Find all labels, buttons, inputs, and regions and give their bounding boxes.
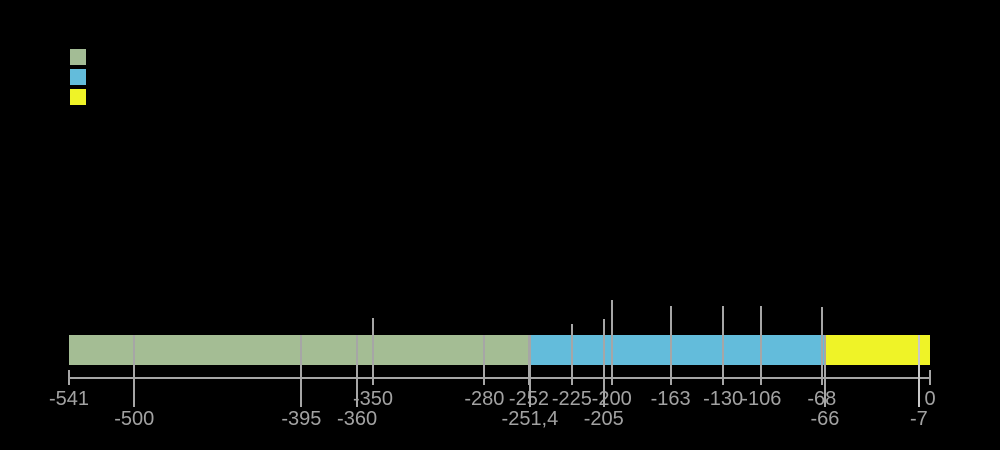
tick-label--280: -280 xyxy=(464,388,505,410)
axis-tick--350 xyxy=(371,318,374,385)
axis-tick--130 xyxy=(722,306,725,385)
axis-tick--106 xyxy=(760,306,763,385)
tick-label--68: -68 xyxy=(807,388,837,410)
tick-label--205: -205 xyxy=(583,408,624,430)
tick-label--395: -395 xyxy=(281,408,322,430)
axis-tick--360 xyxy=(356,335,359,407)
tick-label--200: -200 xyxy=(591,388,632,410)
axis-tick--200 xyxy=(610,300,613,385)
tick-label--7: -7 xyxy=(909,408,928,430)
axis-tick--68 xyxy=(820,307,823,385)
axis-tick--280 xyxy=(483,335,486,385)
legend-swatch-2 xyxy=(70,69,86,85)
tick-label--500: -500 xyxy=(114,408,155,430)
axis-tick--163 xyxy=(669,306,672,385)
x-axis-line xyxy=(69,377,930,379)
axis-tick-0 xyxy=(929,370,931,385)
axis-tick--251,4 xyxy=(528,335,531,407)
tick-label--163: -163 xyxy=(650,388,691,410)
axis-tick--66 xyxy=(823,335,826,407)
axis-tick--205 xyxy=(602,319,605,407)
tick-label--106: -106 xyxy=(741,388,782,410)
tick-label--350: -350 xyxy=(352,388,393,410)
axis-tick--7 xyxy=(917,335,920,407)
tick-label--360: -360 xyxy=(337,408,378,430)
era-segment-3 xyxy=(824,335,930,365)
tick-label--66: -66 xyxy=(810,408,840,430)
tick-label--541: -541 xyxy=(48,388,90,410)
legend-swatch-1 xyxy=(70,49,86,65)
axis-tick--500 xyxy=(133,335,136,407)
axis-tick--395 xyxy=(300,335,303,407)
tick-label--251,4: -251,4 xyxy=(501,408,559,430)
tick-label--130: -130 xyxy=(703,388,744,410)
legend-swatch-3 xyxy=(70,89,86,105)
tick-label-0: 0 xyxy=(924,388,936,410)
era-segment-1 xyxy=(69,335,529,365)
axis-tick--225 xyxy=(570,324,573,385)
axis-tick--541 xyxy=(68,370,70,385)
tick-label--225: -225 xyxy=(551,388,592,410)
era-segment-2 xyxy=(528,335,825,365)
